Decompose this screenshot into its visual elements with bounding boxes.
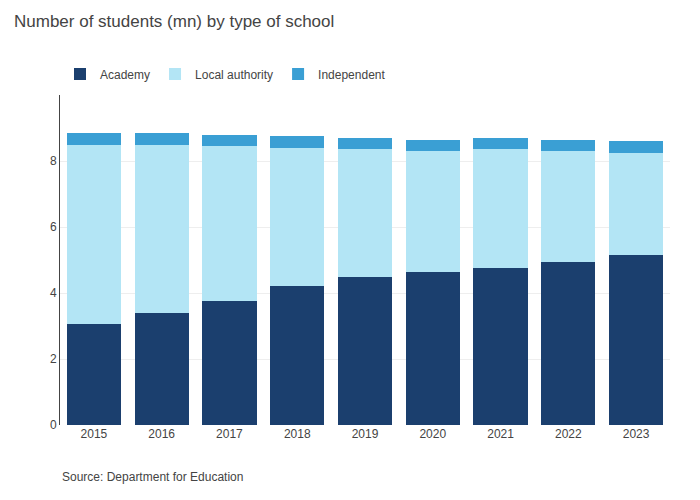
svg-text:Number of students (mn) by typ: Number of students (mn) by type of schoo… (14, 12, 334, 31)
svg-text:2: 2 (50, 352, 57, 366)
svg-text:6: 6 (50, 220, 57, 234)
svg-text:2020: 2020 (419, 427, 446, 441)
svg-text:Academy: Academy (100, 68, 150, 82)
svg-text:Source: Department for Educati: Source: Department for Education (62, 470, 243, 484)
svg-text:2016: 2016 (148, 427, 175, 441)
svg-text:0: 0 (50, 418, 57, 432)
svg-text:8: 8 (50, 154, 57, 168)
svg-text:2017: 2017 (216, 427, 243, 441)
svg-text:Independent: Independent (318, 68, 385, 82)
svg-text:4: 4 (50, 286, 57, 300)
svg-text:2022: 2022 (555, 427, 582, 441)
svg-text:2018: 2018 (284, 427, 311, 441)
svg-text:2023: 2023 (623, 427, 650, 441)
svg-text:2015: 2015 (81, 427, 108, 441)
svg-text:2019: 2019 (352, 427, 379, 441)
svg-text:Local authority: Local authority (195, 68, 273, 82)
svg-text:2021: 2021 (487, 427, 514, 441)
